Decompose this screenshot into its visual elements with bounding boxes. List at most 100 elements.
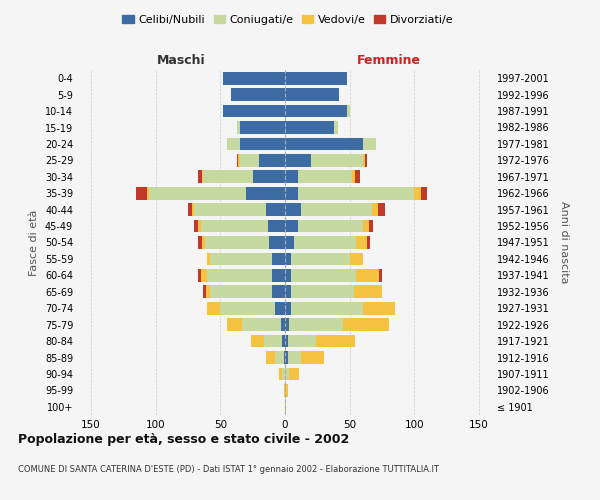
- Bar: [227, 318, 242, 331]
- Bar: [285, 203, 301, 216]
- Bar: [237, 154, 238, 167]
- Bar: [285, 236, 294, 249]
- Bar: [210, 286, 272, 298]
- Bar: [285, 334, 287, 347]
- Y-axis label: Anni di nascita: Anni di nascita: [559, 201, 569, 283]
- Text: Popolazione per età, sesso e stato civile - 2002: Popolazione per età, sesso e stato civil…: [18, 432, 349, 446]
- Bar: [356, 236, 367, 249]
- Bar: [415, 187, 421, 200]
- Bar: [316, 334, 355, 347]
- Bar: [199, 220, 201, 232]
- Bar: [352, 170, 355, 183]
- Bar: [265, 334, 283, 347]
- Bar: [146, 187, 149, 200]
- Bar: [285, 170, 298, 183]
- Bar: [350, 252, 362, 266]
- Bar: [199, 269, 201, 282]
- Bar: [199, 236, 202, 249]
- Bar: [210, 252, 272, 266]
- Bar: [240, 154, 259, 167]
- Bar: [208, 302, 220, 314]
- Text: Maschi: Maschi: [157, 54, 206, 66]
- Bar: [301, 351, 324, 364]
- Bar: [242, 318, 281, 331]
- Bar: [285, 269, 292, 282]
- Bar: [369, 220, 373, 232]
- Bar: [223, 72, 285, 85]
- Bar: [206, 286, 210, 298]
- Bar: [285, 88, 340, 101]
- Bar: [269, 236, 285, 249]
- Bar: [362, 154, 365, 167]
- Y-axis label: Fasce di età: Fasce di età: [29, 210, 39, 276]
- Bar: [285, 220, 298, 232]
- Bar: [285, 318, 289, 331]
- Bar: [272, 269, 285, 282]
- Bar: [285, 384, 287, 397]
- Bar: [298, 220, 362, 232]
- Bar: [240, 138, 285, 150]
- Bar: [292, 286, 353, 298]
- Bar: [284, 351, 285, 364]
- Bar: [421, 187, 427, 200]
- Bar: [227, 138, 240, 150]
- Bar: [371, 203, 378, 216]
- Bar: [205, 236, 269, 249]
- Bar: [246, 187, 285, 200]
- Bar: [202, 170, 203, 183]
- Bar: [379, 269, 382, 282]
- Bar: [284, 384, 285, 397]
- Bar: [334, 121, 338, 134]
- Bar: [285, 368, 289, 380]
- Legend: Celibi/Nubili, Coniugati/e, Vedovi/e, Divorziati/e: Celibi/Nubili, Coniugati/e, Vedovi/e, Di…: [118, 10, 458, 29]
- Bar: [201, 220, 268, 232]
- Bar: [353, 286, 382, 298]
- Bar: [365, 154, 367, 167]
- Bar: [285, 187, 298, 200]
- Bar: [355, 170, 360, 183]
- Bar: [285, 351, 287, 364]
- Bar: [356, 269, 379, 282]
- Bar: [347, 104, 350, 118]
- Bar: [362, 138, 376, 150]
- Bar: [285, 154, 311, 167]
- Bar: [289, 318, 343, 331]
- Bar: [285, 302, 292, 314]
- Bar: [367, 236, 370, 249]
- Bar: [203, 286, 206, 298]
- Bar: [289, 368, 299, 380]
- Bar: [292, 269, 356, 282]
- Bar: [223, 104, 285, 118]
- Bar: [285, 72, 347, 85]
- Bar: [237, 121, 240, 134]
- Bar: [285, 138, 362, 150]
- Bar: [199, 170, 202, 183]
- Bar: [283, 368, 285, 380]
- Bar: [285, 121, 334, 134]
- Bar: [266, 351, 275, 364]
- Bar: [201, 269, 208, 282]
- Bar: [298, 170, 352, 183]
- Bar: [194, 220, 199, 232]
- Text: Femmine: Femmine: [356, 54, 421, 66]
- Bar: [192, 203, 194, 216]
- Bar: [378, 203, 385, 216]
- Bar: [208, 269, 272, 282]
- Text: COMUNE DI SANTA CATERINA D'ESTE (PD) - Dati ISTAT 1° gennaio 2002 - Elaborazione: COMUNE DI SANTA CATERINA D'ESTE (PD) - D…: [18, 466, 439, 474]
- Bar: [285, 400, 286, 413]
- Bar: [220, 302, 275, 314]
- Bar: [298, 187, 415, 200]
- Bar: [259, 154, 285, 167]
- Bar: [285, 104, 347, 118]
- Bar: [275, 302, 285, 314]
- Bar: [301, 203, 371, 216]
- Bar: [272, 286, 285, 298]
- Bar: [268, 220, 285, 232]
- Bar: [283, 334, 285, 347]
- Bar: [230, 88, 285, 101]
- Bar: [285, 286, 292, 298]
- Bar: [194, 203, 266, 216]
- Bar: [362, 302, 395, 314]
- Bar: [294, 236, 356, 249]
- Bar: [275, 351, 284, 364]
